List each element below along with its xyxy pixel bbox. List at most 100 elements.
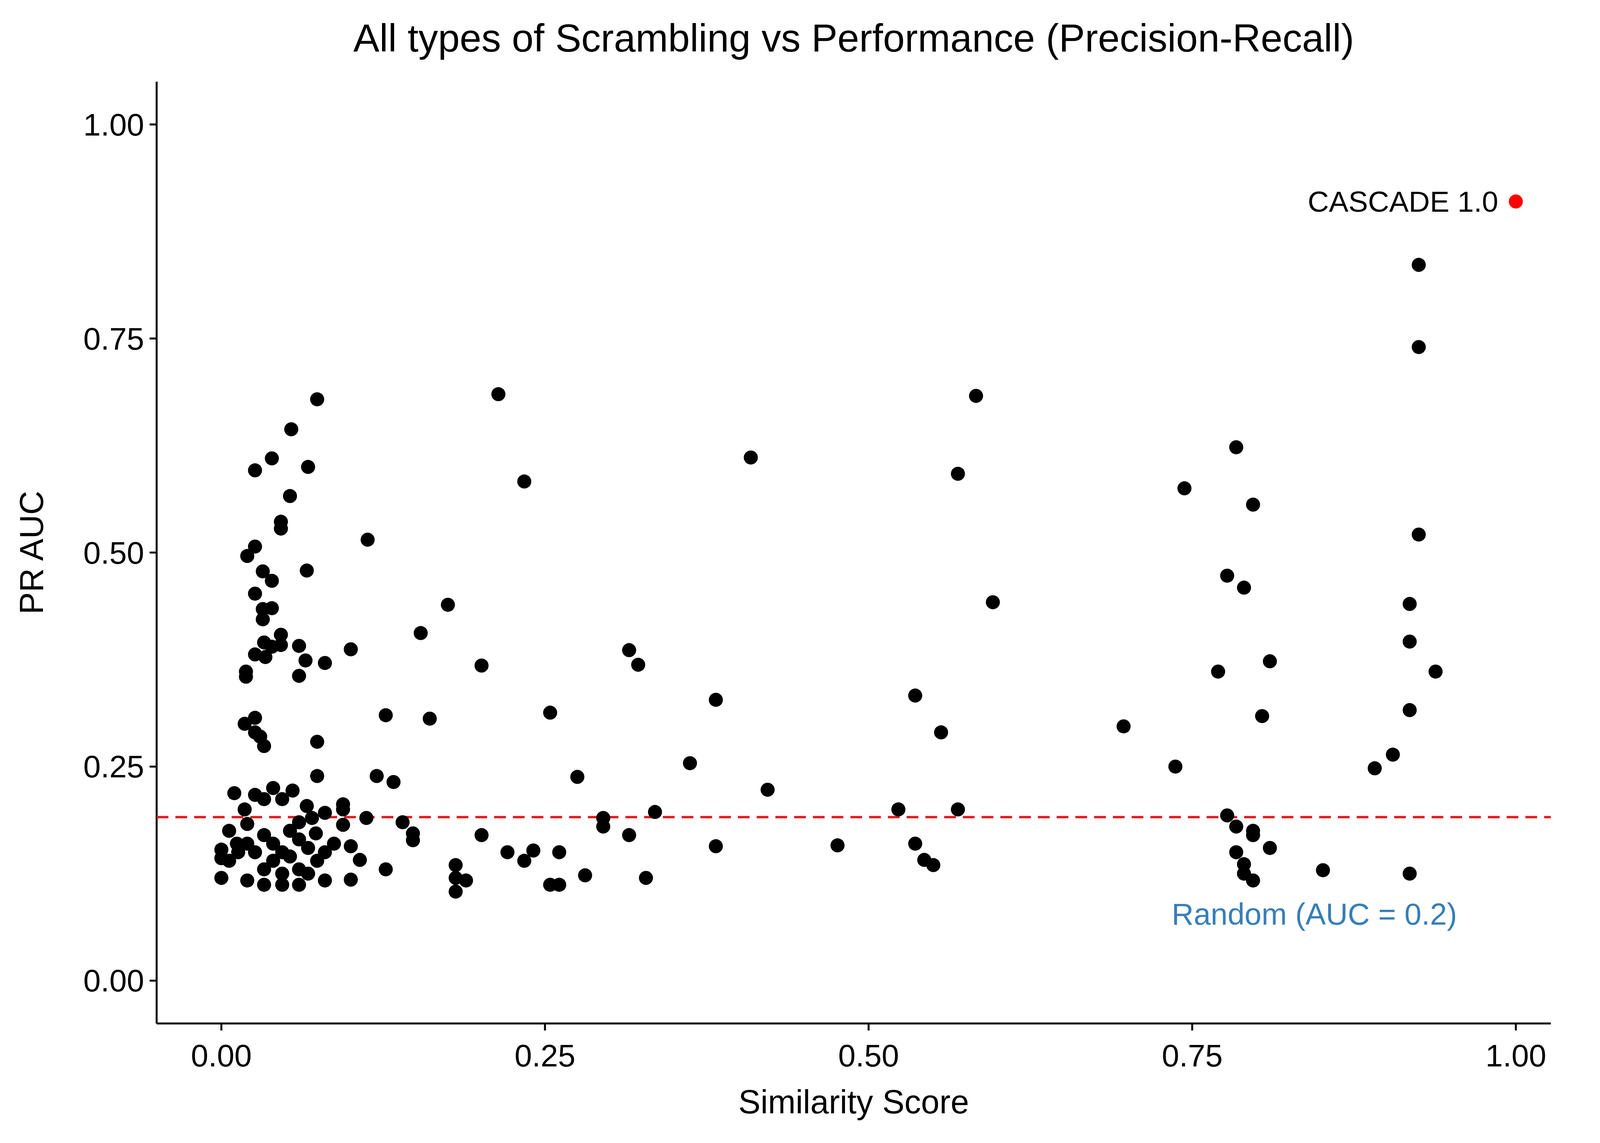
y-axis-title: PR AUC [12,490,50,615]
point [1168,759,1183,774]
point [257,739,272,754]
point [1402,866,1417,881]
point [214,870,229,885]
point [578,868,593,883]
point [255,612,270,627]
point [552,845,567,860]
point [257,792,272,807]
point [1428,664,1443,679]
point [933,725,949,740]
point [1402,703,1417,718]
point [248,463,263,478]
point [1229,845,1244,860]
point [273,521,288,536]
y-tick-label: 0.50 [83,535,145,571]
point [305,810,320,825]
point [378,708,393,723]
point [1262,654,1277,669]
point [950,802,965,817]
x-tick [1514,1023,1517,1031]
point [413,626,428,641]
point [760,782,775,797]
point [474,658,489,673]
point [405,833,420,848]
x-axis-title: Similarity Score [738,1083,969,1121]
point [891,802,906,817]
point [248,586,263,601]
point [1246,497,1261,512]
point [301,866,316,881]
point [639,870,654,885]
point [310,734,325,749]
point [282,489,297,504]
point [1237,580,1252,595]
point [596,819,611,834]
point [239,669,254,684]
point [395,815,410,830]
point [474,828,489,843]
point [648,805,663,820]
point [275,866,290,881]
point [1411,257,1426,272]
title: All types of Scrambling vs Performance (… [353,16,1355,60]
point [517,474,532,489]
point [317,805,333,820]
x-tick [544,1023,547,1031]
point [908,688,923,703]
point [298,653,313,668]
point [343,872,358,887]
point [266,780,281,795]
reference-label: Random (AUC = 0.2) [1171,896,1458,932]
point [542,705,558,720]
point [969,388,984,403]
point [500,845,515,860]
chart: All types of Scrambling vs Performance (… [0,0,1600,1143]
point [1177,481,1192,496]
point [708,839,724,854]
point [1210,664,1225,679]
point [458,873,474,888]
y-tick [149,551,157,554]
point [317,655,333,670]
point [308,826,324,841]
point [359,810,374,825]
point [264,451,279,466]
point [310,392,325,407]
point [1220,568,1235,583]
point [248,710,263,725]
point [985,595,1000,610]
x-tick-label: 0.00 [191,1038,252,1074]
point [1411,339,1426,354]
y-tick-label: 0.25 [83,749,145,784]
x-tick [220,1023,223,1031]
y-tick [149,979,157,982]
highlight-point [1508,194,1524,209]
y-tick-label: 0.00 [83,963,145,999]
point [830,838,845,853]
point [292,668,307,683]
point [369,769,384,784]
y-tick [149,123,157,126]
x-tick-label: 1.00 [1485,1038,1547,1074]
point [622,828,637,843]
x-tick [867,1023,870,1031]
point [301,841,316,856]
y-tick-label: 0.75 [83,321,145,357]
point [1220,808,1235,823]
point [708,692,724,707]
point [258,650,273,665]
point [1229,440,1244,455]
point [1116,719,1131,734]
point [491,387,506,402]
point [343,839,358,854]
point [257,877,272,892]
point [264,573,279,588]
point [285,783,300,798]
point [240,548,255,563]
point [284,422,299,437]
point [231,845,246,860]
point [1402,634,1417,649]
y-tick-label: 1.00 [83,107,145,143]
point [1367,761,1382,776]
point [1385,747,1400,762]
